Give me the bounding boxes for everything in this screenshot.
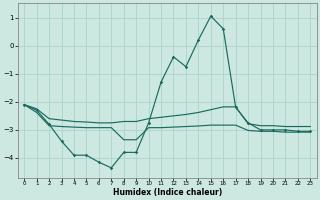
X-axis label: Humidex (Indice chaleur): Humidex (Indice chaleur) — [113, 188, 222, 197]
